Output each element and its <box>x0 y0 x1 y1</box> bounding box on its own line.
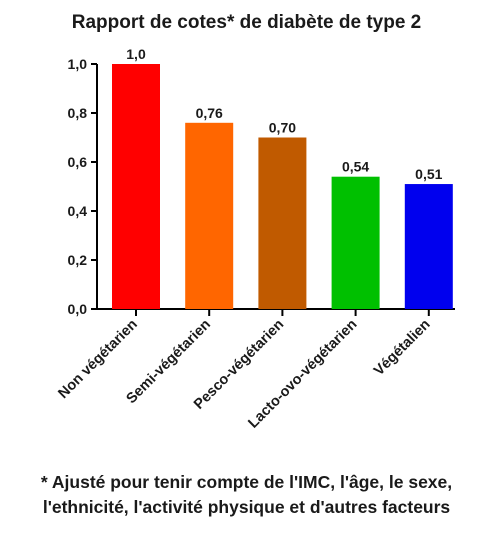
bar-value-label: 0,54 <box>342 159 369 175</box>
bar-value-label: 1,0 <box>126 46 146 62</box>
y-tick-label: 0,8 <box>68 105 88 121</box>
bar <box>404 184 453 309</box>
x-tick-label: Végétalien <box>371 317 434 380</box>
bar <box>331 176 380 309</box>
bar-value-label: 0,70 <box>269 120 296 136</box>
y-tick-label: 1,0 <box>68 56 88 72</box>
x-tick-label: Non végétarien <box>55 317 140 402</box>
bar <box>185 122 234 309</box>
y-tick-label: 0,4 <box>68 203 88 219</box>
bar <box>112 64 160 309</box>
bar-value-label: 0,76 <box>196 105 223 121</box>
chart-title: Rapport de cotes* de diabète de type 2 <box>71 12 422 33</box>
y-tick-label: 0,6 <box>68 154 88 170</box>
footnote-line-2: l'ethnicité, l'activité physique et d'au… <box>42 497 451 517</box>
footnote-line-1: * Ajusté pour tenir compte de l'IMC, l'â… <box>40 472 453 492</box>
bar <box>258 137 307 309</box>
footnote: * Ajusté pour tenir compte de l'IMC, l'â… <box>0 470 493 520</box>
y-tick-label: 0,2 <box>68 252 88 268</box>
bar-value-label: 0,51 <box>415 166 442 182</box>
y-tick-label: 0,0 <box>68 301 88 317</box>
